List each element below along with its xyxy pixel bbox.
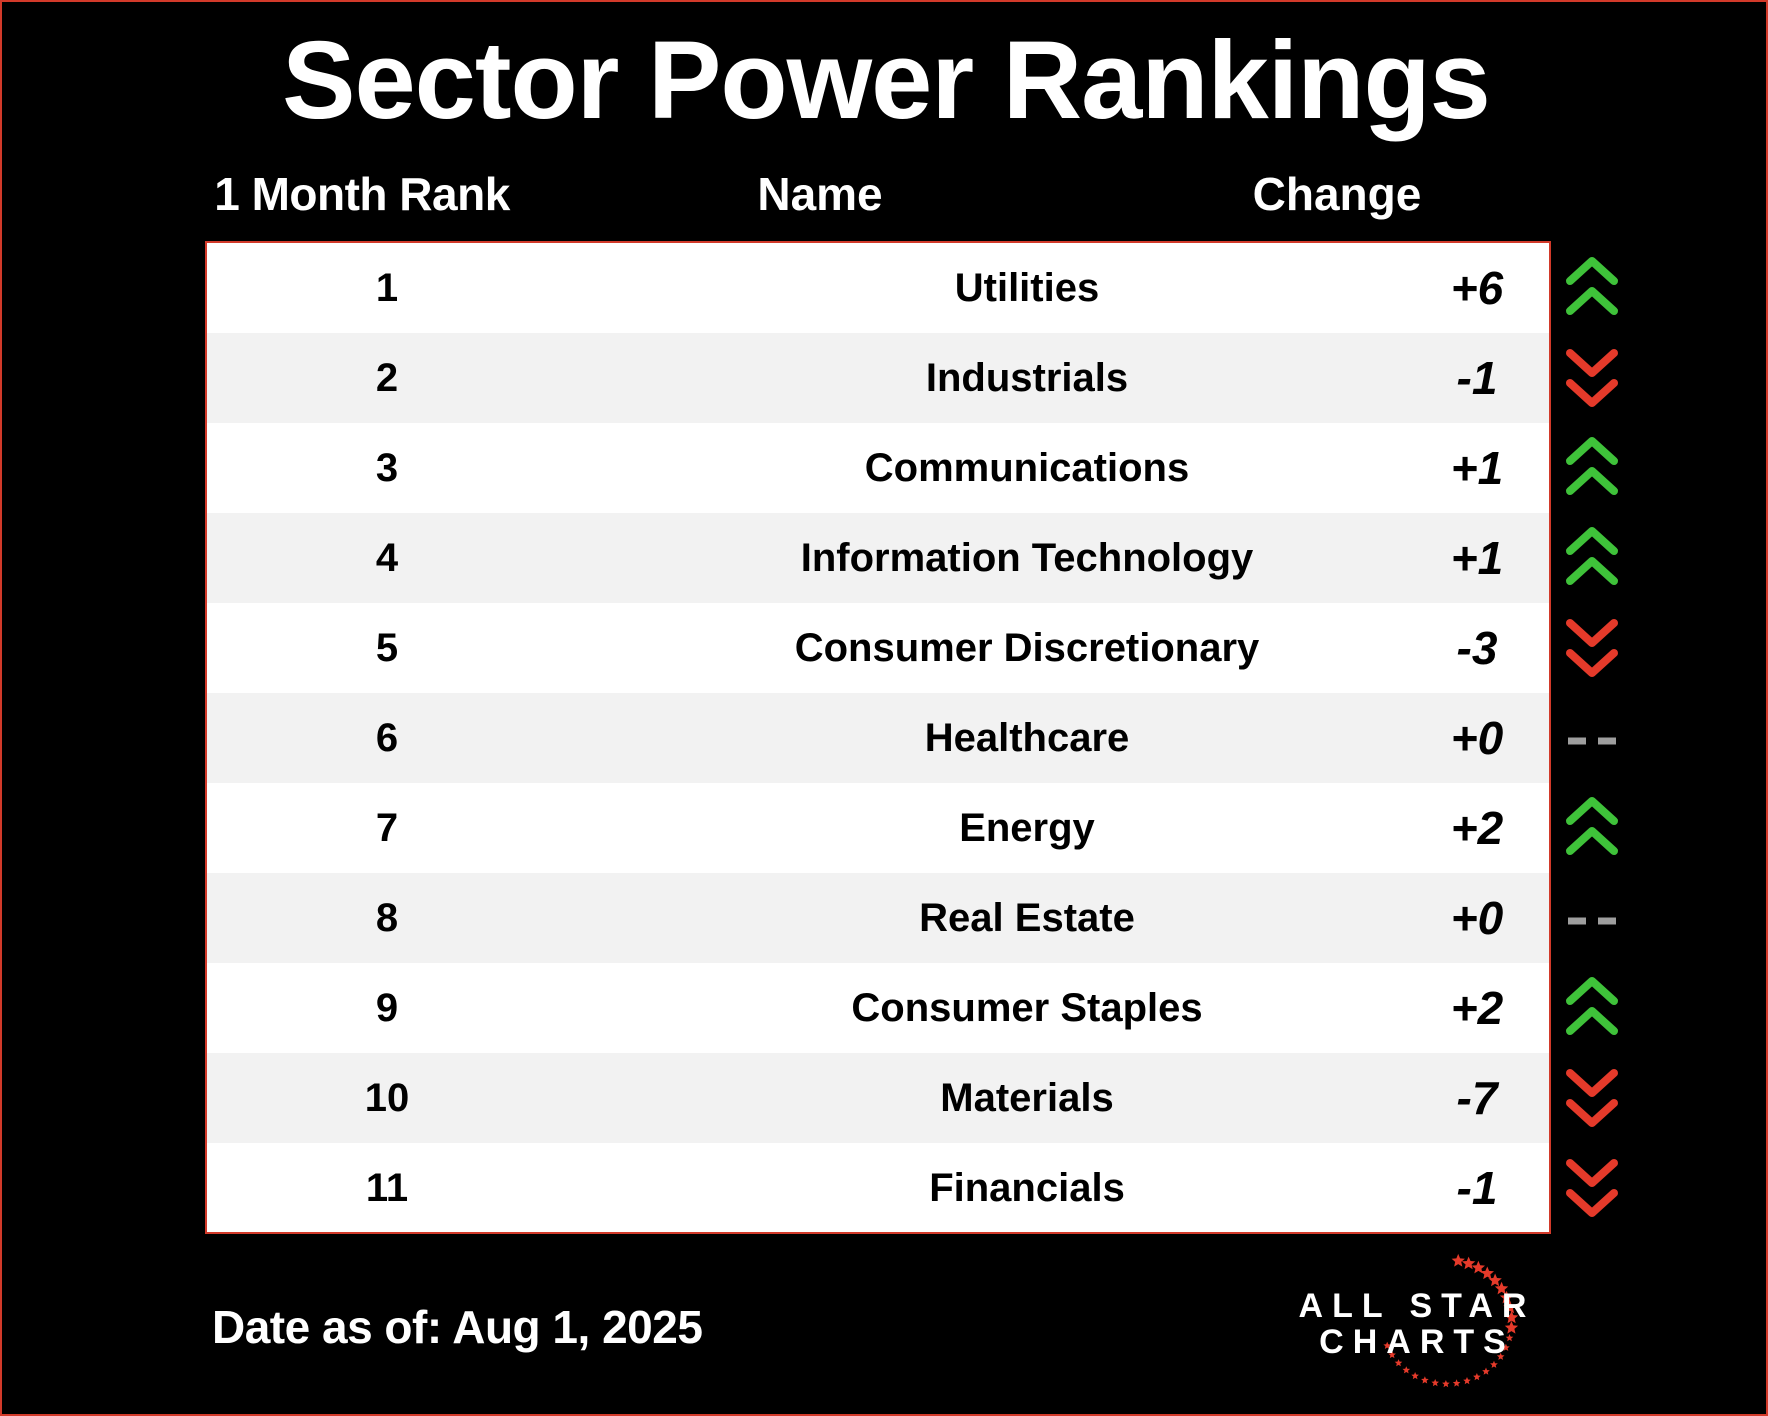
sector-name-cell: Materials	[940, 1076, 1114, 1120]
column-header-rank: 1 Month Rank	[214, 168, 510, 220]
table-row: 6 Healthcare +0	[207, 693, 1549, 783]
change-cell: -1	[1456, 1162, 1498, 1214]
column-header-name: Name	[757, 168, 883, 220]
rank-cell: 5	[375, 626, 399, 670]
double-chevron-down-icon	[1562, 1053, 1622, 1143]
sector-name-cell: Energy	[959, 806, 1095, 850]
double-chevron-up-icon	[1562, 423, 1622, 513]
all-star-charts-logo: ALL STAR CHARTS	[1292, 1247, 1572, 1397]
sector-name-cell: Real Estate	[919, 896, 1135, 940]
change-cell: +0	[1450, 892, 1504, 944]
change-cell: +0	[1450, 712, 1504, 764]
table-row: 11 Financials -1	[207, 1143, 1549, 1233]
change-cell: +1	[1450, 532, 1504, 584]
rank-cell: 3	[375, 446, 399, 490]
change-cell: -7	[1456, 1072, 1498, 1124]
double-dash-icon	[1562, 693, 1622, 783]
sector-name-cell: Financials	[929, 1166, 1125, 1210]
sector-name-cell: Healthcare	[924, 716, 1130, 760]
table-row: 3 Communications +1	[207, 423, 1549, 513]
table-row: 4 Information Technology +1	[207, 513, 1549, 603]
double-chevron-down-icon	[1562, 603, 1622, 693]
double-chevron-down-icon	[1562, 1143, 1622, 1233]
change-cell: -1	[1456, 352, 1498, 404]
change-cell: -3	[1456, 622, 1498, 674]
rank-cell: 9	[375, 986, 399, 1030]
double-chevron-up-icon	[1562, 513, 1622, 603]
sector-name-cell: Utilities	[954, 266, 1100, 310]
sector-name-cell: Communications	[864, 446, 1190, 490]
rank-cell: 10	[364, 1076, 410, 1120]
rank-cell: 11	[365, 1166, 409, 1210]
double-dash-icon	[1562, 873, 1622, 963]
table-row: 7 Energy +2	[207, 783, 1549, 873]
change-cell: +2	[1450, 802, 1504, 854]
sector-name-cell: Consumer Discretionary	[794, 626, 1260, 670]
change-cell: +6	[1450, 262, 1504, 314]
rank-cell: 7	[375, 806, 399, 850]
rank-cell: 6	[375, 716, 399, 760]
table-row: 9 Consumer Staples +2	[207, 963, 1549, 1053]
rank-cell: 8	[375, 896, 399, 940]
sector-name-cell: Industrials	[925, 356, 1129, 400]
logo-line-1: ALL STAR	[1298, 1287, 1536, 1325]
page-title: Sector Power Rankings	[282, 19, 1491, 142]
table-row: 10 Materials -7	[207, 1053, 1549, 1143]
rankings-table: 1 Utilities +6 2 Industrials -1 3 Communication…	[205, 241, 1551, 1234]
double-chevron-up-icon	[1562, 963, 1622, 1053]
double-chevron-up-icon	[1562, 243, 1622, 333]
logo-line-2: CHARTS	[1319, 1323, 1515, 1361]
rank-cell: 2	[375, 356, 399, 400]
date-as-of: Date as of: Aug 1, 2025	[212, 1301, 703, 1353]
sector-name-cell: Information Technology	[800, 536, 1254, 580]
table-row: 2 Industrials -1	[207, 333, 1549, 423]
double-chevron-up-icon	[1562, 783, 1622, 873]
table-row: 5 Consumer Discretionary -3	[207, 603, 1549, 693]
rank-cell: 4	[375, 536, 399, 580]
rank-cell: 1	[375, 266, 399, 310]
star-ring-icon	[1383, 1253, 1519, 1388]
table-row: 1 Utilities +6	[207, 243, 1549, 333]
column-header-change: Change	[1252, 168, 1422, 220]
sector-name-cell: Consumer Staples	[851, 986, 1203, 1030]
table-row: 8 Real Estate +0	[207, 873, 1549, 963]
double-chevron-down-icon	[1562, 333, 1622, 423]
change-cell: +1	[1450, 442, 1504, 494]
change-cell: +2	[1450, 982, 1504, 1034]
